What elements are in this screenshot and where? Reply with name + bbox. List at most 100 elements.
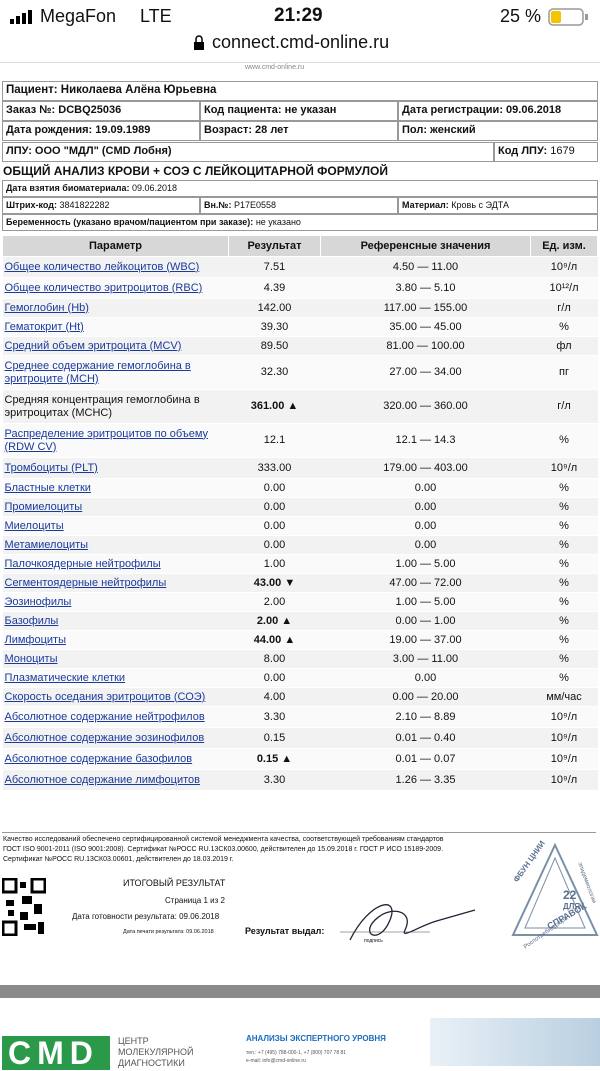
- parameter-name[interactable]: Палочкоядерные нейтрофилы: [4, 557, 161, 570]
- result: 0.15 ▲: [228, 748, 321, 770]
- reference: 4.50 — 11.00: [320, 256, 531, 278]
- reference: 320.00 — 360.00: [320, 389, 531, 424]
- reference: 2.10 — 8.89: [320, 706, 531, 728]
- brand-name: ЦЕНТР: [118, 1036, 149, 1046]
- result: 89.50: [228, 336, 321, 356]
- unit: 10⁹/л: [530, 727, 598, 749]
- parameter-cell: Тромбоциты (PLT): [2, 457, 229, 479]
- reference: 0.01 — 0.40: [320, 727, 531, 749]
- unit: 10⁹/л: [530, 706, 598, 728]
- result: 32.30: [228, 355, 321, 390]
- parameter-name[interactable]: Абсолютное содержание нейтрофилов: [4, 710, 205, 723]
- unit: %: [530, 317, 598, 337]
- label: Материал:: [402, 200, 449, 210]
- lpu-code-label: Код ЛПУ:: [498, 145, 548, 157]
- parameter-name[interactable]: Базофилы: [4, 614, 59, 627]
- patient: Пациент: Николаева Алёна Юрьевна: [2, 81, 598, 101]
- parameter-name[interactable]: Тромбоциты (PLT): [4, 461, 98, 474]
- parameter-name[interactable]: Общее количество лейкоцитов (WBC): [4, 260, 200, 273]
- parameter-name[interactable]: Абсолютное содержание базофилов: [4, 752, 193, 765]
- parameter-name[interactable]: Метамиелоциты: [4, 538, 89, 551]
- parameter-name[interactable]: Промиелоциты: [4, 500, 83, 513]
- parameter-name[interactable]: Среднее содержание гемоглобина в эритроц…: [4, 359, 191, 385]
- result-row: Средний объем эритроцита (MCV) 89.50 81.00…: [2, 336, 598, 356]
- unit: г/л: [530, 389, 598, 424]
- column-header: Результат: [228, 235, 321, 257]
- result-row: Моноциты 8.00 3.00 — 11.00%: [2, 649, 598, 669]
- brand-name: МОЛЕКУЛЯРНОЙ: [118, 1047, 194, 1057]
- parameter-name[interactable]: Гемоглобин (Hb): [4, 301, 89, 314]
- reference: 0.00 — 1.00: [320, 611, 531, 631]
- reference: 0.00: [320, 668, 531, 688]
- result: 1.00: [228, 554, 321, 574]
- parameter-name[interactable]: Абсолютное содержание лимфоцитов: [4, 773, 200, 786]
- lpu-code-value: 1679: [550, 145, 575, 157]
- result-row: Палочкоядерные нейтрофилы 1.00 1.00 — 5.00…: [2, 554, 598, 574]
- result: 4.00: [228, 687, 321, 707]
- parameter-name[interactable]: Эозинофилы: [4, 595, 72, 608]
- result-row: Базофилы 2.00 ▲ 0.00 — 1.00%: [2, 611, 598, 631]
- reference: 19.00 — 37.00: [320, 630, 531, 650]
- parameter-cell: Палочкоядерные нейтрофилы: [2, 554, 229, 574]
- parameter-cell: Плазматические клетки: [2, 668, 229, 688]
- lpu-code: Код ЛПУ: 1679: [494, 142, 598, 162]
- parameter-name[interactable]: Распределение эритроцитов по объему (RDW…: [4, 427, 209, 453]
- unit: %: [530, 611, 598, 631]
- battery-text: 25 %: [500, 6, 542, 26]
- result: 43.00 ▼: [228, 573, 321, 593]
- parameter-cell: Общее количество эритроцитов (RBC): [2, 277, 229, 299]
- unit: 10¹²/л: [530, 277, 598, 299]
- reference: 81.00 — 100.00: [320, 336, 531, 356]
- column-header: Параметр: [2, 235, 229, 257]
- reference: 12.1 — 14.3: [320, 423, 531, 458]
- result-row: Миелоциты 0.00 0.00%: [2, 516, 598, 536]
- parameter-cell: Лимфоциты: [2, 630, 229, 650]
- parameter-name[interactable]: Миелоциты: [4, 519, 64, 532]
- result-row: Среднее содержание гемоглобина в эритроц…: [2, 355, 598, 390]
- parameter-name[interactable]: Гематокрит (Ht): [4, 320, 84, 333]
- page-separator: [0, 985, 600, 998]
- parameter-name[interactable]: Общее количество эритроцитов (RBC): [4, 281, 203, 294]
- result-row: Абсолютное содержание базофилов 0.15 ▲ 0.0…: [2, 748, 598, 770]
- unit: 10⁹/л: [530, 769, 598, 791]
- parameter-name[interactable]: Скорость оседания эритроцитов (СОЭ): [4, 690, 206, 703]
- signal-icon: [10, 10, 32, 24]
- unit: г/л: [530, 298, 598, 318]
- reference: 0.00 — 20.00: [320, 687, 531, 707]
- reference: 117.00 — 155.00: [320, 298, 531, 318]
- result-row: Средняя концентрация гемоглобина в эритр…: [2, 389, 598, 424]
- result: 44.00 ▲: [228, 630, 321, 650]
- result-row: Распределение эритроцитов по объему (RDW…: [2, 423, 598, 458]
- parameter-name[interactable]: Плазматические клетки: [4, 671, 126, 684]
- parameter-name[interactable]: Лимфоциты: [4, 633, 66, 646]
- unit: %: [530, 573, 598, 593]
- issued-by: Результат выдал:: [245, 926, 325, 936]
- parameter-name[interactable]: Моноциты: [4, 652, 58, 665]
- reference: 35.00 — 45.00: [320, 317, 531, 337]
- reference: 1.26 — 3.35: [320, 769, 531, 791]
- info: Заказ №: DCBQ25036: [2, 101, 200, 121]
- slogan: АНАЛИЗЫ ЭКСПЕРТНОГО УРОВНЯ: [246, 1034, 386, 1043]
- material: Материал: Кровь с ЭДТА: [398, 197, 598, 214]
- parameter-cell: Распределение эритроцитов по объему (RDW…: [2, 423, 229, 458]
- parameter-name[interactable]: Абсолютное содержание эозинофилов: [4, 731, 205, 744]
- certification: Качество исследований обеспечено сертифи…: [3, 836, 444, 843]
- time: 21:29: [274, 5, 323, 26]
- result-row: Метамиелоциты 0.00 0.00%: [2, 535, 598, 555]
- parameter-name[interactable]: Бластные клетки: [4, 481, 91, 494]
- unit: %: [530, 535, 598, 555]
- reference: 1.00 — 5.00: [320, 592, 531, 612]
- title: ОБЩИЙ АНАЛИЗ КРОВИ + СОЭ С ЛЕЙКОЦИТАРНОЙ…: [3, 164, 388, 178]
- unit: %: [530, 516, 598, 536]
- barcode: Штрих-код: 3841822282: [2, 197, 200, 214]
- parameter-cell: Общее количество лейкоцитов (WBC): [2, 256, 229, 278]
- parameter-cell: Абсолютное содержание базофилов: [2, 748, 229, 770]
- certification: ГОСТ ISO 9001-2011 (ISO 9001:2008). Серт…: [3, 846, 444, 853]
- logo: CMD: [2, 1036, 110, 1070]
- result: 2.00: [228, 592, 321, 612]
- url[interactable]: connect.cmd-online.ru: [212, 32, 390, 52]
- parameter-name[interactable]: Средний объем эритроцита (MCV): [4, 339, 182, 352]
- result: 3.30: [228, 769, 321, 791]
- parameter-name[interactable]: Сегментоядерные нейтрофилы: [4, 576, 167, 589]
